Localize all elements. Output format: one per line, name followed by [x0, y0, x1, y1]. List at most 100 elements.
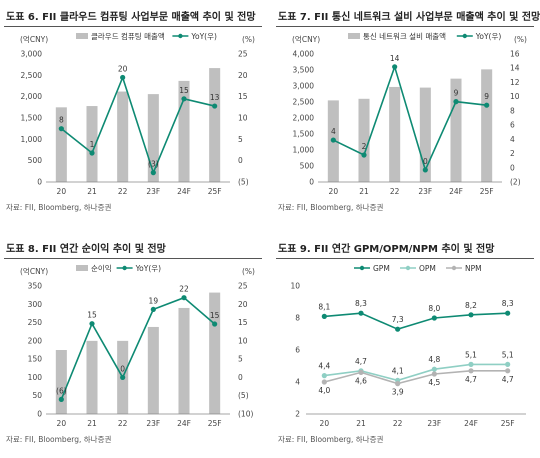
yoy-point: [89, 150, 95, 156]
chart-title: 도표 9. FII 연간 GPM/OPM/NPM 추이 및 전망: [278, 244, 495, 255]
yoy-data-label: 9: [484, 92, 489, 101]
yoy-data-label: 2: [362, 142, 367, 151]
x-tick-label: 23F: [146, 187, 160, 196]
x-tick-label: 24F: [449, 187, 463, 196]
legend-label-bar: 순이익: [91, 263, 112, 273]
yoy-point: [58, 126, 64, 132]
legend-label-line: YoY(우): [135, 264, 162, 273]
data-label-opm: 4,7: [355, 357, 367, 366]
x-tick-label: 23F: [146, 419, 160, 428]
yoy-data-label: 15: [87, 311, 97, 320]
yoy-data-label: 9: [454, 89, 459, 98]
yoy-data-label: 0: [423, 157, 428, 166]
left-tick-label: 4,000: [293, 50, 315, 59]
yoy-line: [332, 64, 487, 173]
yoy-data-label: (3): [148, 160, 159, 169]
yoy-point: [453, 99, 459, 105]
bar: [209, 292, 221, 414]
data-label-gpm: 8,1: [318, 302, 330, 311]
yoy-point: [150, 170, 156, 176]
left-tick-label: 3,500: [293, 66, 315, 75]
legend-marker-opm: [405, 265, 411, 271]
yoy-point: [181, 295, 187, 301]
right-axis-unit: (%): [242, 267, 255, 276]
line-opm: [324, 363, 508, 382]
chart-plot: (억CNY) (%) 4,000 3,500 3,000 2,500 2,000 1,500 1…: [292, 31, 527, 196]
bar: [389, 86, 401, 182]
left-tick-label: 2,000: [21, 92, 43, 101]
bar: [209, 68, 221, 182]
right-tick-label: 12: [510, 78, 520, 87]
point-gpm: [395, 326, 401, 332]
x-tick-label: 20: [57, 419, 67, 428]
bar: [147, 94, 159, 182]
title-divider: [276, 26, 534, 27]
legend-swatch-bar: [76, 33, 88, 39]
data-label-npm: 4,0: [318, 386, 330, 395]
yoy-data-label: (6): [56, 386, 67, 395]
bar: [358, 98, 370, 182]
data-label-opm: 4,8: [428, 355, 440, 364]
right-tick-label: 8: [510, 106, 515, 115]
chart-source: 자료: FII, Bloomberg, 하나증권: [278, 435, 384, 444]
right-tick-label: (5): [238, 391, 249, 400]
x-tick-label: 25F: [501, 419, 515, 428]
point-gpm: [321, 313, 327, 319]
right-tick-label: 5: [238, 135, 243, 144]
point-opm: [505, 361, 511, 367]
line-npm: [324, 370, 508, 385]
legend-label-line: YoY(우): [475, 32, 502, 41]
bar: [450, 78, 462, 182]
yoy-point: [212, 103, 218, 109]
right-axis-unit: (%): [242, 35, 255, 44]
x-tick-label: 23F: [427, 419, 441, 428]
left-tick-label: 300: [28, 300, 43, 309]
chart-plot: (억CNY) (%) 3,000 2,500 2,000 1,500 1,000 500 0 25…: [20, 31, 255, 196]
right-tick-label: 15: [238, 318, 248, 327]
legend-marker-line: [178, 33, 183, 39]
left-tick-label: 250: [28, 318, 43, 327]
bar: [419, 87, 431, 182]
chart-title: 도표 6. FII 클라우드 컴퓨팅 사업부문 매출액 추이 및 전망: [6, 12, 256, 23]
left-tick-label: 0: [309, 178, 314, 187]
point-npm: [321, 379, 327, 385]
point-gpm: [358, 310, 364, 316]
x-tick-label: 22: [118, 419, 128, 428]
right-tick-label: 10: [238, 336, 248, 345]
legend-label-opm: OPM: [419, 264, 436, 273]
chart-source: 자료: FII, Bloomberg, 하나증권: [6, 435, 112, 444]
bar: [178, 307, 190, 414]
point-npm: [395, 381, 401, 387]
chart-plot: 10 8 6 4 2 8,1 8,3 7,3 8,0 8,2 8,3 4,4 4,7 4,1 4,8 5,1 5…: [290, 264, 526, 428]
x-tick-label: 25F: [208, 187, 222, 196]
yoy-point: [422, 167, 428, 173]
data-label-opm: 4,1: [392, 366, 404, 375]
data-label-gpm: 8,3: [355, 299, 367, 308]
yoy-point: [181, 96, 187, 102]
right-tick-label: 4: [510, 135, 515, 144]
y-tick-label: 4: [295, 378, 300, 387]
yoy-point: [361, 152, 367, 158]
legend-label-gpm: GPM: [373, 264, 390, 273]
chart-panel-fig8: 도표 8. FII 연간 순이익 추이 및 전망 (억CNY) (%) 350 300…: [4, 234, 266, 458]
legend-marker-line: [462, 33, 467, 39]
chart-title: 도표 8. FII 연간 순이익 추이 및 전망: [6, 244, 166, 255]
data-label-npm: 4,7: [465, 375, 477, 384]
x-tick-label: 20: [329, 187, 339, 196]
data-label-opm: 5,1: [502, 350, 514, 359]
yoy-point: [120, 374, 126, 381]
left-tick-label: 3,000: [21, 50, 43, 59]
point-opm: [431, 366, 437, 372]
legend-swatch-bar: [348, 33, 360, 39]
right-tick-label: 10: [510, 92, 520, 101]
point-gpm: [468, 312, 474, 318]
point-npm: [431, 371, 437, 377]
legend-label-bar: 클라우드 컴퓨팅 매출액: [91, 31, 165, 41]
right-tick-label: (10): [238, 410, 253, 419]
yoy-data-label: 13: [210, 93, 220, 102]
x-tick-label: 21: [87, 187, 97, 196]
legend-marker-line: [122, 265, 127, 271]
left-tick-label: 200: [28, 336, 43, 345]
yoy-data-label: 20: [118, 64, 128, 73]
chart-panel-fig7: 도표 7. FII 통신 네트워크 설비 사업부문 매출액 추이 및 전망 (억…: [276, 2, 540, 226]
